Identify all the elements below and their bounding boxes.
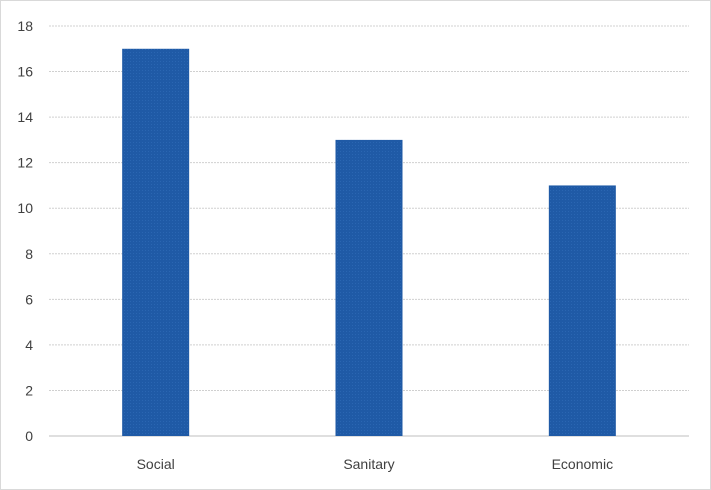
x-tick-label-social: Social xyxy=(137,456,175,472)
y-tick-label: 14 xyxy=(17,109,33,125)
y-tick-label: 16 xyxy=(17,64,33,80)
y-tick-label: 8 xyxy=(25,246,33,262)
y-tick-label: 2 xyxy=(25,382,33,398)
bar-social xyxy=(122,48,190,437)
x-axis-ticks: Social Sanitary Economic xyxy=(137,456,613,472)
bar-sanitary xyxy=(335,139,403,436)
x-tick-label-economic: Economic xyxy=(552,456,613,472)
y-tick-label: 18 xyxy=(17,18,33,34)
y-tick-label: 0 xyxy=(25,428,33,444)
y-axis-ticks: 0 2 4 6 8 10 12 14 16 18 xyxy=(17,18,33,444)
y-tick-label: 10 xyxy=(17,200,33,216)
y-tick-label: 4 xyxy=(25,337,33,353)
y-tick-label: 12 xyxy=(17,155,33,171)
x-tick-label-sanitary: Sanitary xyxy=(343,456,394,472)
bars xyxy=(122,48,616,437)
y-tick-label: 6 xyxy=(25,291,33,307)
bar-economic xyxy=(548,185,616,436)
